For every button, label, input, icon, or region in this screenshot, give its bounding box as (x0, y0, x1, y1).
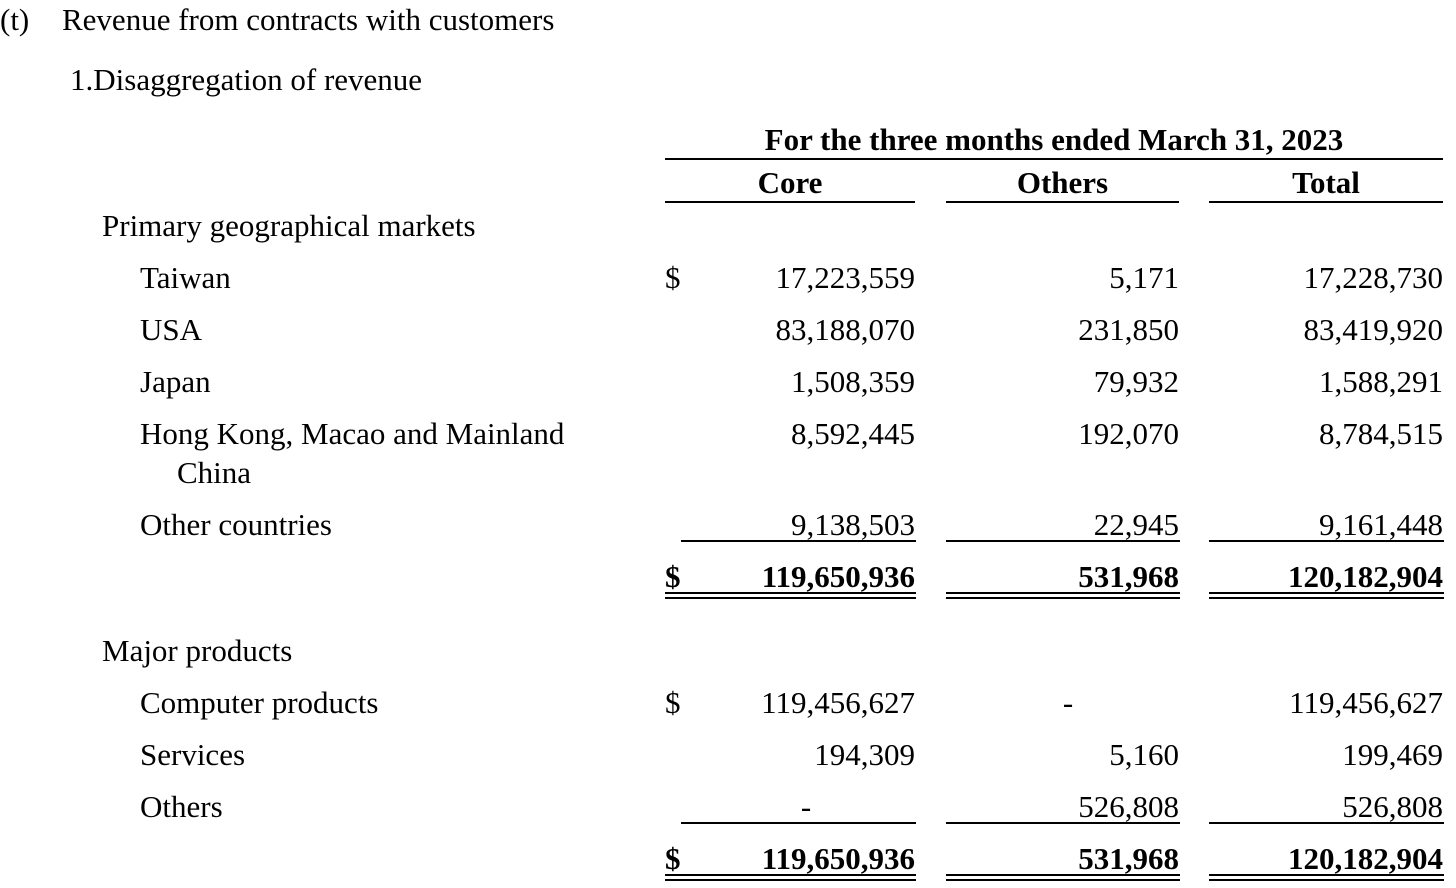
geo-row-label-japan: Japan (140, 364, 211, 399)
geo-taiwan-total: 17,228,730 (1303, 260, 1444, 295)
product-computer-products-core: 119,456,627 (761, 685, 915, 720)
geo-other-countries-core: 9,138,503 (791, 507, 915, 542)
geo-subtotal-rule-total (1209, 540, 1444, 542)
period-header-rule (665, 158, 1443, 160)
geo-other-countries-others: 22,945 (1093, 507, 1179, 542)
geo-total-double-rule-total (1209, 592, 1444, 599)
products-total-others: 531,968 (1078, 841, 1179, 876)
products-heading: Major products (102, 633, 293, 668)
geo-row-label-taiwan: Taiwan (140, 260, 231, 295)
currency-symbol: $ (665, 260, 681, 295)
geo-total-others: 531,968 (1078, 559, 1179, 594)
period-header: For the three months ended March 31, 202… (764, 122, 1344, 157)
currency-symbol: $ (665, 685, 681, 720)
geo-heading: Primary geographical markets (102, 208, 476, 243)
geo-total-double-rule-core (665, 592, 916, 599)
currency-symbol: $ (665, 559, 681, 594)
section-title: Revenue from contracts with customers (62, 2, 555, 37)
geo-total-total: 120,182,904 (1288, 559, 1443, 594)
product-row-label-others: Others (140, 789, 223, 824)
geo-taiwan-core: 17,223,559 (775, 260, 916, 295)
column-header-core: Core (757, 165, 823, 200)
geo-row-label-hk-macao-china: Hong Kong, Macao and Mainland (140, 416, 565, 451)
products-total-total: 120,182,904 (1288, 841, 1443, 876)
product-others-others: 526,808 (1078, 789, 1179, 824)
geo-subtotal-rule-others (946, 540, 1180, 542)
product-row-label-services: Services (140, 737, 246, 772)
column-rule-core (665, 201, 915, 203)
geo-taiwan-others: 5,171 (1109, 260, 1179, 295)
product-services-total: 199,469 (1342, 737, 1443, 772)
products-subtotal-rule-core (681, 822, 916, 824)
geo-row-label-hk-macao-china-cont: China (177, 455, 252, 490)
geo-total-core: 119,650,936 (761, 559, 915, 594)
products-total-core: 119,650,936 (761, 841, 915, 876)
product-services-others: 5,160 (1109, 737, 1179, 772)
product-computer-products-total: 119,456,627 (1289, 685, 1443, 720)
geo-japan-others: 79,932 (1093, 364, 1179, 399)
product-row-label-computer-products: Computer products (140, 685, 379, 720)
geo-other-countries-total: 9,161,448 (1319, 507, 1443, 542)
geo-hk-macao-china-core: 8,592,445 (791, 416, 915, 451)
product-others-total: 526,808 (1342, 789, 1443, 824)
geo-row-label-other-countries: Other countries (140, 507, 332, 542)
products-total-double-rule-total (1209, 874, 1444, 881)
geo-usa-total: 83,419,920 (1303, 312, 1444, 347)
geo-total-double-rule-others (946, 592, 1180, 599)
column-rule-total (1209, 201, 1443, 203)
product-computer-products-others: - (1062, 685, 1074, 720)
geo-hk-macao-china-others: 192,070 (1078, 416, 1179, 451)
geo-row-label-usa: USA (140, 312, 203, 347)
column-header-others: Others (1016, 165, 1109, 200)
products-total-double-rule-others (946, 874, 1180, 881)
geo-subtotal-rule-core (681, 540, 916, 542)
product-others-core: - (800, 789, 812, 824)
products-subtotal-rule-total (1209, 822, 1444, 824)
section-label: (t) (0, 2, 30, 37)
geo-hk-macao-china-total: 8,784,515 (1319, 416, 1443, 451)
geo-usa-others: 231,850 (1078, 312, 1179, 347)
product-services-core: 194,309 (814, 737, 915, 772)
geo-usa-core: 83,188,070 (775, 312, 916, 347)
column-rule-others (946, 201, 1179, 203)
products-subtotal-rule-others (946, 822, 1180, 824)
subsection-title: 1.Disaggregation of revenue (70, 62, 423, 97)
currency-symbol: $ (665, 841, 681, 876)
products-total-double-rule-core (665, 874, 916, 881)
column-header-total: Total (1292, 165, 1360, 200)
geo-japan-total: 1,588,291 (1319, 364, 1443, 399)
geo-japan-core: 1,508,359 (791, 364, 915, 399)
